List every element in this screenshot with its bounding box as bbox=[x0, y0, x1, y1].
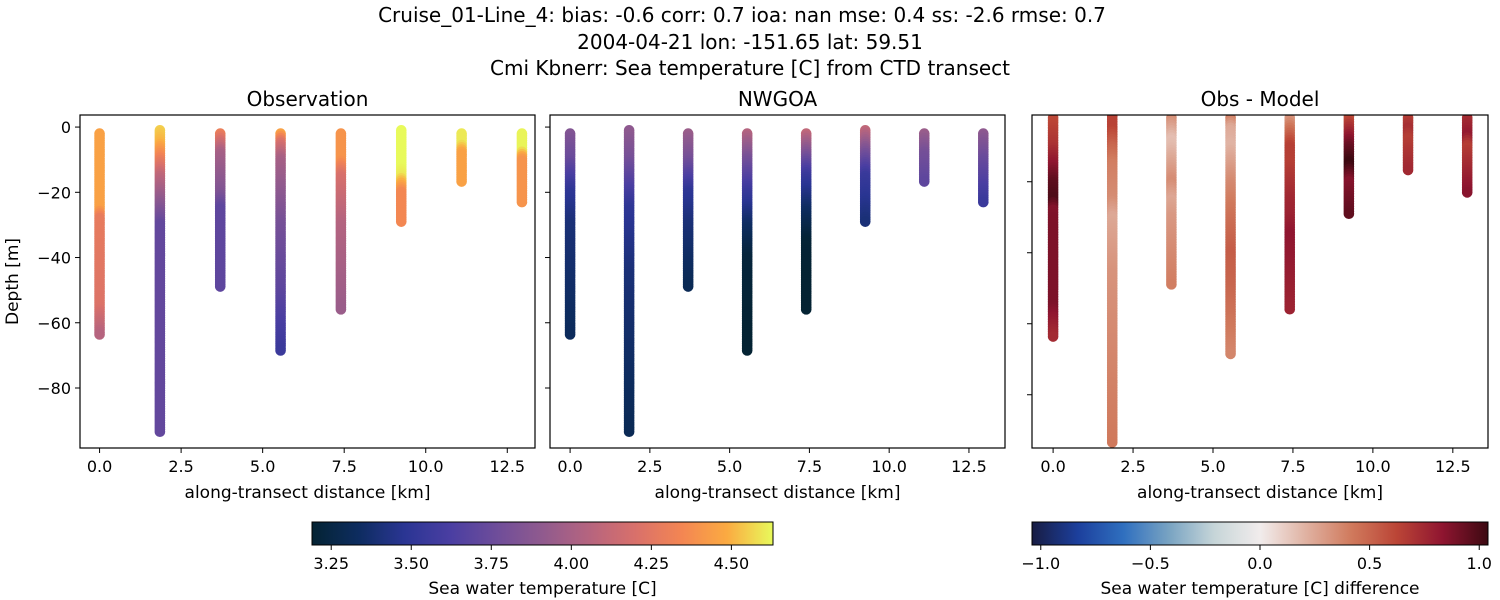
point-profile-3 bbox=[682, 281, 694, 292]
data-points bbox=[94, 125, 528, 437]
plot-frame bbox=[79, 114, 536, 449]
colorbar-tick-label: 0.0 bbox=[1247, 554, 1272, 573]
x-tick-label: 0.0 bbox=[557, 457, 582, 476]
y-tick-label: −60 bbox=[37, 314, 71, 333]
subplot-obs: Observation 0.0 2.5 5.0 7.5 10.0 12.5 0 −20 −40 −6… bbox=[3, 87, 536, 503]
figure-title-line-3: Cmi Kbnerr: Sea temperature [C] from CTD… bbox=[490, 56, 1010, 80]
point-profile-6 bbox=[395, 216, 407, 227]
colorbar-tick-label: 1.0 bbox=[1467, 554, 1492, 573]
x-tick-label: 12.5 bbox=[951, 457, 987, 476]
y-tick-label: 0 bbox=[61, 118, 71, 137]
figure-title-line-1: Cruise_01-Line_4: bias: -0.6 corr: 0.7 i… bbox=[378, 3, 1106, 27]
point-profile-7 bbox=[1402, 164, 1414, 176]
x-tick-label: 10.0 bbox=[1355, 457, 1391, 476]
x-axis-label: along-transect distance [km] bbox=[655, 483, 901, 503]
subplot-title: NWGOA bbox=[738, 87, 818, 111]
colorbar-bar bbox=[1031, 521, 1489, 546]
point-profile-7 bbox=[918, 176, 930, 187]
point-profile-8 bbox=[516, 196, 528, 208]
colorbar-tick-label: 3.50 bbox=[393, 554, 429, 573]
x-tick-label: 5.0 bbox=[717, 457, 742, 476]
x-tick-label: 7.5 bbox=[331, 457, 356, 476]
x-tick-label: 12.5 bbox=[489, 457, 525, 476]
colorbar-tick-label: 3.75 bbox=[473, 554, 509, 573]
subplot-title: Obs - Model bbox=[1201, 87, 1320, 111]
point-profile-2 bbox=[1106, 437, 1118, 448]
x-tick-label: 2.5 bbox=[1120, 457, 1145, 476]
colorbar-tick-label: 4.00 bbox=[554, 554, 590, 573]
x-tick-label: 0.0 bbox=[1040, 457, 1065, 476]
point-profile-2 bbox=[154, 426, 166, 437]
colorbar-label: Sea water temperature [C] difference bbox=[1100, 579, 1419, 599]
point-profile-5 bbox=[335, 304, 347, 315]
subplot-diff: Obs - Model 0.0 2.5 5.0 7.5 10.0 12.5 along-tra… bbox=[1027, 87, 1489, 503]
point-profile-6 bbox=[859, 216, 871, 227]
colorbar-tick-label: −1.0 bbox=[1021, 554, 1060, 573]
data-points bbox=[1047, 115, 1473, 448]
point-profile-6 bbox=[1343, 208, 1355, 219]
point-profile-3 bbox=[214, 281, 226, 292]
figure-title-line-2: 2004-04-21 lon: -151.65 lat: 59.51 bbox=[577, 30, 923, 54]
subplot-title: Observation bbox=[247, 87, 369, 111]
colorbar-2: −1.0 −0.5 0.0 0.5 1.0 Sea water temperature [… bbox=[1021, 521, 1492, 599]
colorbar-tick-label: 4.25 bbox=[634, 554, 670, 573]
x-tick-label: 10.0 bbox=[408, 457, 444, 476]
x-tick-label: 2.5 bbox=[637, 457, 662, 476]
colorbar-1: 3.25 3.50 3.75 4.00 4.25 4.50 Sea water temper… bbox=[311, 521, 774, 599]
point-profile-5 bbox=[800, 304, 812, 315]
point-profile-4 bbox=[275, 345, 286, 356]
x-tick-label: 0.0 bbox=[87, 457, 112, 476]
point-profile-3 bbox=[1166, 279, 1177, 290]
point-profile-8 bbox=[978, 196, 989, 208]
colorbar-label: Sea water temperature [C] bbox=[428, 579, 656, 599]
point-profile-1 bbox=[94, 329, 105, 340]
x-axis-label: along-transect distance [km] bbox=[1137, 483, 1383, 503]
data-points bbox=[564, 125, 989, 437]
colorbar-tick-label: 3.25 bbox=[313, 554, 349, 573]
x-tick-label: 5.0 bbox=[1200, 457, 1225, 476]
point-profile-7 bbox=[456, 176, 467, 187]
y-axis-label: Depth [m] bbox=[3, 238, 23, 325]
colorbar-tick-label: −0.5 bbox=[1131, 554, 1170, 573]
point-profile-8 bbox=[1461, 187, 1473, 198]
y-tick-label: −80 bbox=[37, 379, 71, 398]
y-tick-label: −40 bbox=[37, 249, 71, 268]
x-axis-label: along-transect distance [km] bbox=[185, 483, 431, 503]
point-profile-4 bbox=[1225, 348, 1236, 360]
x-tick-label: 12.5 bbox=[1435, 457, 1471, 476]
point-profile-1 bbox=[564, 329, 576, 340]
colorbar-tick-label: 4.50 bbox=[714, 554, 750, 573]
point-profile-5 bbox=[1284, 303, 1296, 315]
plot-frame bbox=[549, 114, 1006, 449]
x-tick-label: 7.5 bbox=[1280, 457, 1305, 476]
colorbar-bar bbox=[311, 521, 774, 546]
subplot-model: NWGOA 0.0 2.5 5.0 7.5 10.0 12.5 along-transect … bbox=[545, 87, 1006, 503]
point-profile-1 bbox=[1047, 331, 1059, 342]
plot-frame bbox=[1031, 114, 1489, 449]
x-tick-label: 7.5 bbox=[797, 457, 822, 476]
colorbar-tick-label: 0.5 bbox=[1357, 554, 1382, 573]
x-tick-label: 2.5 bbox=[168, 457, 193, 476]
x-tick-label: 5.0 bbox=[250, 457, 275, 476]
point-profile-4 bbox=[741, 345, 753, 356]
point-profile-2 bbox=[623, 426, 635, 437]
y-tick-label: −20 bbox=[37, 183, 71, 202]
x-tick-label: 10.0 bbox=[871, 457, 907, 476]
